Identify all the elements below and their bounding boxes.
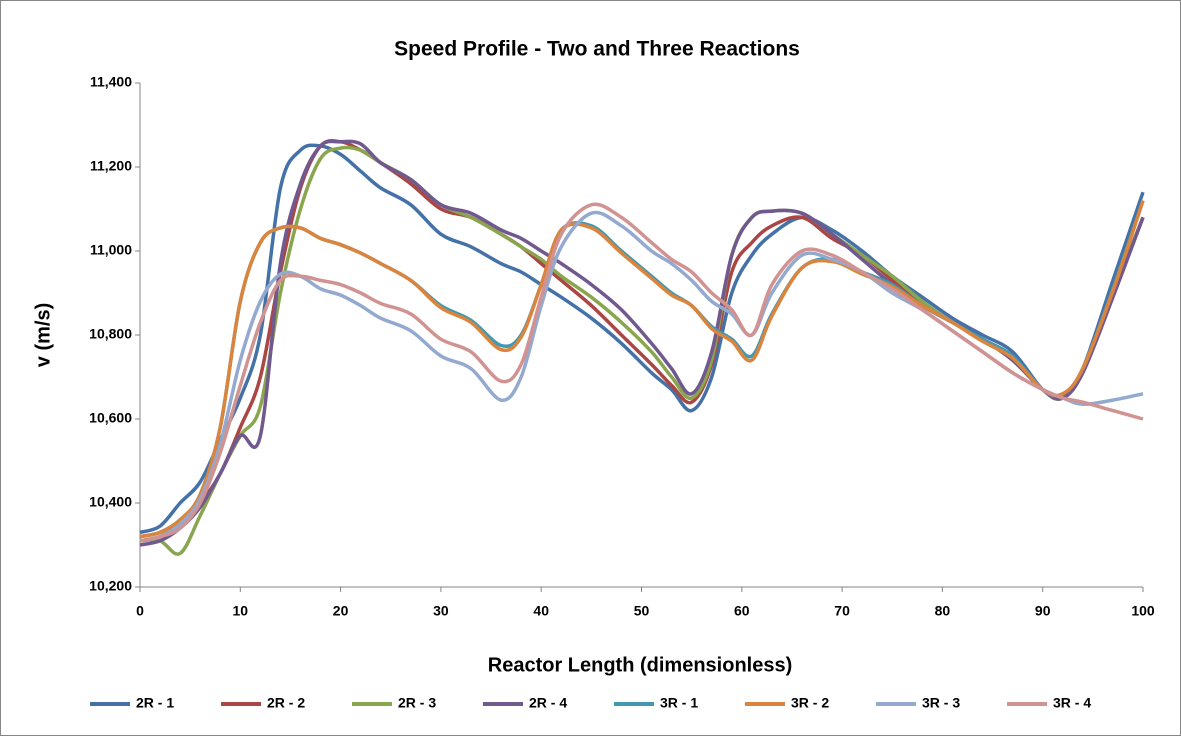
x-axis-label: Reactor Length (dimensionless) [488,654,793,676]
x-tick-label: 20 [333,603,349,619]
legend-label: 2R - 2 [267,695,305,711]
chart-title: Speed Profile - Two and Three Reactions [394,38,800,61]
x-tick-label: 80 [935,603,951,619]
legend-label: 2R - 1 [136,695,174,711]
x-tick-label: 0 [136,603,144,619]
x-tick-label: 40 [533,603,549,619]
legend-label: 3R - 2 [791,695,829,711]
x-tick-label: 30 [433,603,449,619]
x-tick-label: 50 [634,603,650,619]
y-tick-label: 10,400 [89,494,132,510]
x-tick-label: 90 [1035,603,1051,619]
legend-label: 2R - 3 [398,695,436,711]
y-tick-label: 11,200 [90,158,132,174]
y-axis-label: v (m/s) [32,303,54,367]
legend-label: 2R - 4 [529,695,567,711]
x-tick-label: 100 [1131,603,1155,619]
series-line [139,143,1145,535]
legend-label: 3R - 1 [660,695,698,711]
x-tick-label: 10 [233,603,249,619]
y-tick-label: 10,200 [89,578,132,594]
series-line [139,202,1144,543]
x-tick-label: 60 [734,603,750,619]
legend-label: 3R - 4 [1053,695,1091,711]
y-tick-label: 10,800 [89,326,132,342]
x-tick-label: 70 [834,603,850,619]
y-tick-label: 10,600 [89,410,132,426]
y-tick-label: 11,000 [90,242,132,258]
legend-label: 3R - 3 [922,695,960,711]
series-line [139,200,1145,539]
y-tick-label: 11,400 [90,74,132,90]
